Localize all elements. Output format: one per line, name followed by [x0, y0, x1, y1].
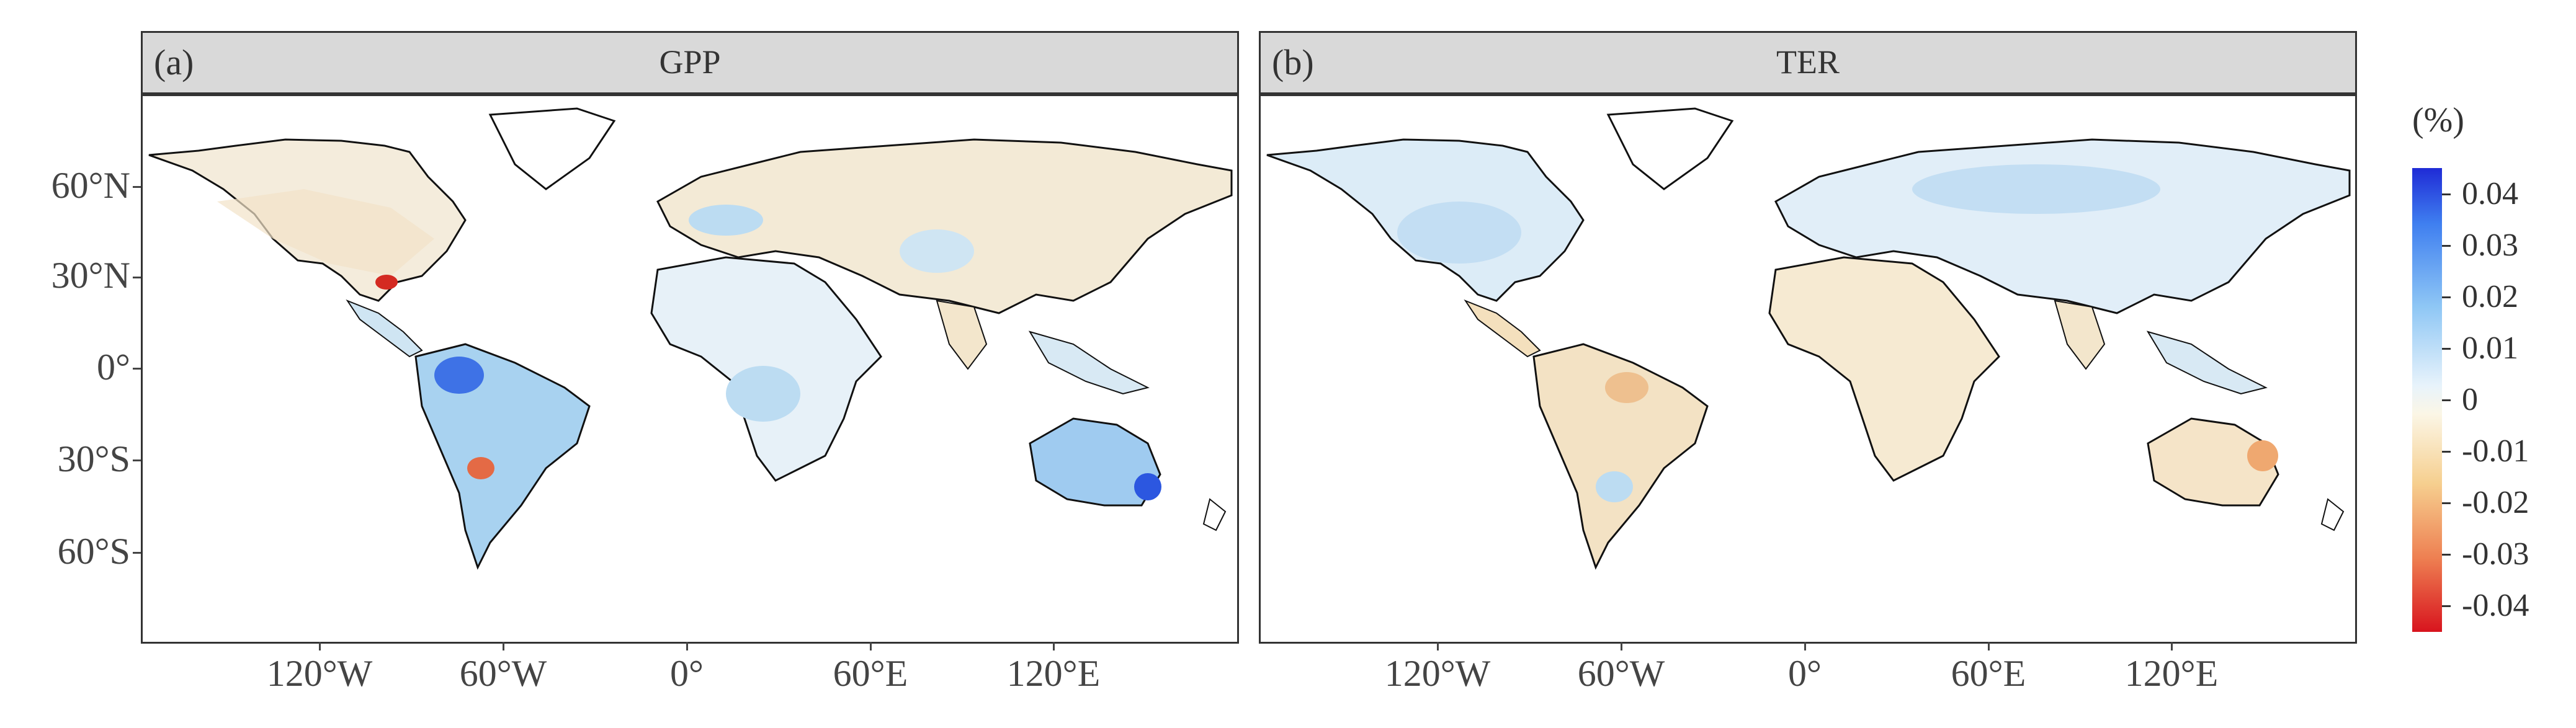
y-label-30n: 30°N [51, 255, 130, 296]
map-gpp [141, 92, 1239, 644]
y-tick [133, 459, 141, 461]
x-tick [503, 642, 504, 650]
x-label-60w: 60°W [459, 653, 547, 694]
panel-gpp: (a) GPP [141, 31, 1239, 644]
y-label-60n: 60°N [51, 165, 130, 206]
world-map-gpp [148, 107, 1233, 570]
x-tick [1804, 642, 1806, 650]
colorbar-tick [2442, 451, 2451, 453]
colorbar-tick [2442, 399, 2451, 401]
x-label-60e: 60°E [833, 653, 908, 694]
colorbar-label: -0.01 [2462, 433, 2529, 469]
x-tick [686, 642, 688, 650]
x-label-0: 0° [670, 653, 704, 694]
legend-title: (%) [2412, 101, 2464, 140]
y-tick [133, 186, 141, 188]
colorbar-label: 0.02 [2462, 278, 2518, 314]
panel-ter: (b) TER [1259, 31, 2357, 644]
colorbar-tick [2442, 502, 2451, 505]
y-tick [133, 277, 141, 278]
colorbar [2412, 168, 2442, 632]
y-label-30s: 30°S [57, 438, 130, 479]
x-label-120w: 120°W [266, 653, 373, 694]
x-tick [1621, 642, 1622, 650]
colorbar-tick [2442, 347, 2451, 350]
y-tick [133, 368, 141, 370]
colorbar-tick [2442, 244, 2451, 247]
panel-title: TER [1776, 43, 1840, 81]
x-label-0: 0° [1788, 653, 1822, 694]
y-label-0: 0° [97, 347, 130, 388]
colorbar-label: -0.03 [2462, 536, 2529, 572]
panel-tag: (a) [154, 42, 194, 82]
y-tick [133, 552, 141, 554]
map-ter [1259, 92, 2357, 644]
colorbar-label: 0.01 [2462, 330, 2518, 366]
x-tick [870, 642, 872, 650]
colorbar-label: 0.04 [2462, 175, 2518, 211]
panel-header: (a) GPP [141, 31, 1239, 94]
x-tick [319, 642, 321, 650]
x-tick [1988, 642, 1990, 650]
y-label-60s: 60°S [57, 531, 130, 572]
colorbar-tick [2442, 193, 2451, 195]
panel-header: (b) TER [1259, 31, 2357, 94]
colorbar-label: -0.04 [2462, 588, 2529, 624]
colorbar-label: 0.03 [2462, 227, 2518, 263]
panel-title: GPP [659, 43, 721, 81]
x-label-120w: 120°W [1384, 653, 1491, 694]
colorbar-tick [2442, 554, 2451, 556]
colorbar-tick [2442, 296, 2451, 298]
x-label-60e: 60°E [1951, 653, 2026, 694]
x-label-120e: 120°E [1006, 653, 1101, 694]
world-map-ter [1266, 107, 2351, 570]
panel-tag: (b) [1272, 42, 1314, 82]
colorbar-tick [2442, 605, 2451, 608]
colorbar-label: -0.02 [2462, 485, 2529, 521]
x-tick [1053, 642, 1055, 650]
colorbar-label: 0 [2462, 382, 2478, 417]
x-tick [2171, 642, 2173, 650]
x-tick [1437, 642, 1439, 650]
x-label-120e: 120°E [2124, 653, 2219, 694]
x-label-60w: 60°W [1577, 653, 1665, 694]
